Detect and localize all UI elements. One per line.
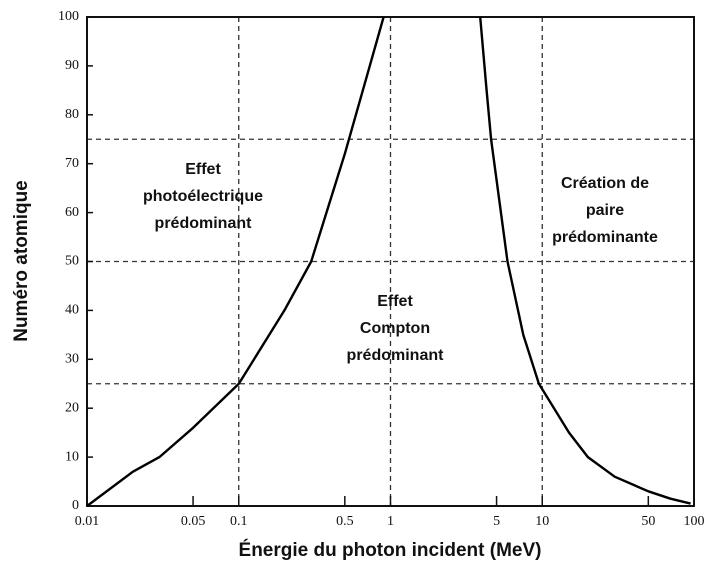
x-tick-label: 1 <box>387 514 394 529</box>
y-tick-label: 60 <box>65 205 79 220</box>
x-tick-label: 0.1 <box>230 514 248 529</box>
x-tick-label: 0.05 <box>181 514 206 529</box>
x-tick-label: 0.5 <box>336 514 354 529</box>
annotation: paire <box>586 202 624 219</box>
annotation: Compton <box>360 320 430 337</box>
curve <box>86 16 385 507</box>
x-tick-label: 10 <box>535 514 549 529</box>
y-tick-label: 100 <box>58 9 79 24</box>
y-tick-label: 70 <box>65 156 79 171</box>
annotation: Effet <box>377 293 413 310</box>
x-tick-label: 5 <box>493 514 500 529</box>
y-tick-label: 40 <box>65 303 79 318</box>
annotation: prédominante <box>552 229 658 246</box>
y-tick-label: 80 <box>65 107 79 122</box>
curve <box>479 16 691 505</box>
annotation: Effet <box>185 161 221 178</box>
y-tick-label: 30 <box>65 352 79 367</box>
y-tick-label: 90 <box>65 58 79 73</box>
annotation: prédominant <box>155 215 253 232</box>
x-tick-label: 0.01 <box>75 514 100 529</box>
y-tick-label: 0 <box>72 498 79 513</box>
y-tick-label: 10 <box>65 449 79 464</box>
annotation: prédominant <box>347 347 445 364</box>
y-axis-label: Numéro atomique <box>11 180 32 342</box>
y-tick-label: 50 <box>65 254 79 269</box>
x-tick-label: 100 <box>684 514 705 529</box>
x-tick-label: 50 <box>641 514 655 529</box>
x-axis-label: Énergie du photon incident (MeV) <box>239 539 542 561</box>
annotation: photoélectrique <box>143 188 263 205</box>
annotation: Création de <box>561 175 649 192</box>
y-tick-label: 20 <box>65 400 79 415</box>
